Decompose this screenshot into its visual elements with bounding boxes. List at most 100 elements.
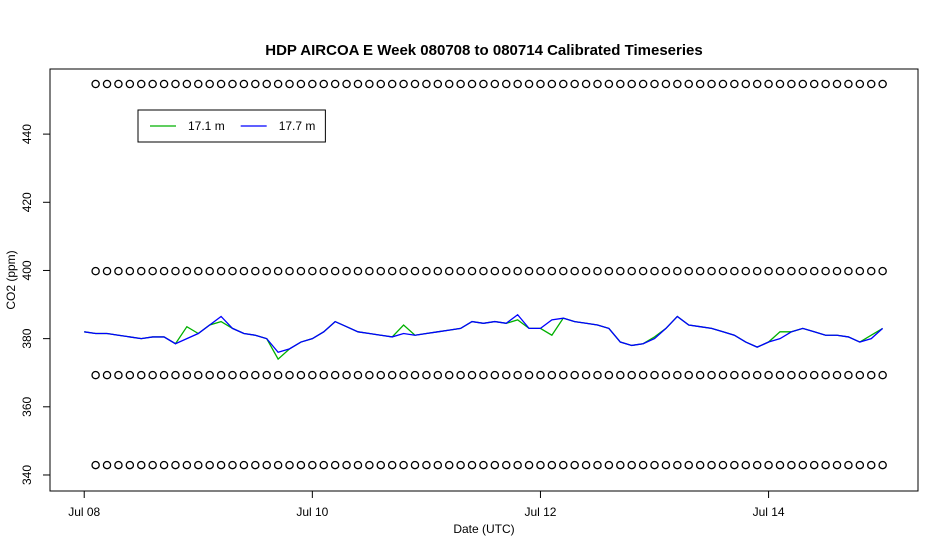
calibration-point <box>559 370 568 380</box>
calibration-point <box>866 460 876 470</box>
calibration-point <box>148 460 157 470</box>
calibration-point <box>205 460 214 470</box>
calibration-point <box>718 370 728 380</box>
calibration-point <box>467 460 477 470</box>
calibration-point <box>159 79 169 89</box>
calibration-point <box>410 460 420 470</box>
calibration-point <box>730 370 739 380</box>
calibration-point <box>730 460 739 470</box>
calibration-point <box>365 370 374 380</box>
calibration-point <box>239 79 249 89</box>
calibration-point <box>262 370 271 380</box>
calibration-point <box>764 266 773 276</box>
calibration-point <box>775 370 785 380</box>
calibration-point <box>855 79 865 89</box>
calibration-point <box>798 266 808 276</box>
calibration-point <box>353 79 363 89</box>
calibration-point <box>695 266 705 276</box>
calibration-point <box>764 460 773 470</box>
calibration-point <box>570 370 579 380</box>
calibration-point <box>581 79 591 89</box>
calibration-point <box>239 266 249 276</box>
calibration-point <box>490 266 500 276</box>
calibration-point <box>787 266 796 276</box>
calibration-point <box>809 79 819 89</box>
calibration-point <box>741 266 751 276</box>
calibration-point <box>148 79 157 89</box>
calibration-point <box>707 79 716 89</box>
calibration-point <box>855 460 865 470</box>
calibration-point <box>616 370 625 380</box>
calibration-point <box>251 266 260 276</box>
calibration-point <box>513 460 522 470</box>
calibration-point <box>581 370 591 380</box>
calibration-point <box>638 266 648 276</box>
calibration-point <box>330 370 340 380</box>
calibration-point <box>638 370 648 380</box>
calibration-point <box>764 370 773 380</box>
calibration-point <box>285 266 294 276</box>
calibration-point <box>251 79 260 89</box>
calibration-point <box>228 266 237 276</box>
calibration-point <box>239 370 249 380</box>
calibration-point <box>490 79 500 89</box>
calibration-point <box>501 370 511 380</box>
calibration-point <box>319 79 328 89</box>
calibration-point <box>752 266 762 276</box>
calibration-point <box>308 79 317 89</box>
calibration-point <box>593 266 602 276</box>
calibration-point <box>308 370 317 380</box>
x-tick-label: Jul 12 <box>524 505 556 519</box>
calibration-point <box>91 370 100 380</box>
calibration-point <box>159 370 169 380</box>
calibration-point <box>616 266 625 276</box>
x-tick-label: Jul 10 <box>296 505 328 519</box>
calibration-point <box>285 460 294 470</box>
calibration-point <box>524 266 534 276</box>
calibration-point <box>410 266 420 276</box>
calibration-point <box>718 460 728 470</box>
calibration-point <box>593 79 602 89</box>
calibration-point <box>171 266 180 276</box>
calibration-point <box>730 266 739 276</box>
calibration-point <box>125 266 135 276</box>
calibration-point <box>501 266 511 276</box>
calibration-point <box>330 460 340 470</box>
calibration-point <box>467 370 477 380</box>
calibration-point <box>866 370 876 380</box>
calibration-point <box>593 370 602 380</box>
calibration-point <box>479 370 488 380</box>
calibration-point <box>410 370 420 380</box>
calibration-point <box>228 460 237 470</box>
calibration-point <box>296 266 306 276</box>
calibration-point <box>114 79 123 89</box>
calibration-point <box>684 460 693 470</box>
calibration-point <box>866 79 876 89</box>
calibration-point <box>741 370 751 380</box>
calibration-point <box>330 266 340 276</box>
calibration-point <box>125 370 135 380</box>
calibration-point <box>433 79 443 89</box>
calibration-point <box>661 79 671 89</box>
calibration-point <box>251 460 260 470</box>
calibration-point <box>456 370 465 380</box>
calibration-point <box>216 370 226 380</box>
calibration-point <box>650 460 659 470</box>
calibration-point <box>136 460 146 470</box>
calibration-point <box>422 370 431 380</box>
calibration-point <box>273 460 283 470</box>
calibration-point <box>832 266 842 276</box>
calibration-point <box>399 266 408 276</box>
calibration-point <box>399 370 408 380</box>
calibration-point <box>365 79 374 89</box>
calibration-point <box>627 266 636 276</box>
calibration-point <box>661 460 671 470</box>
calibration-point <box>752 460 762 470</box>
calibration-point <box>285 370 294 380</box>
legend-label: 17.7 m <box>279 119 316 133</box>
calibration-point <box>296 370 306 380</box>
calibration-point <box>479 266 488 276</box>
calibration-point <box>490 460 500 470</box>
calibration-point <box>707 370 716 380</box>
calibration-point <box>376 79 386 89</box>
